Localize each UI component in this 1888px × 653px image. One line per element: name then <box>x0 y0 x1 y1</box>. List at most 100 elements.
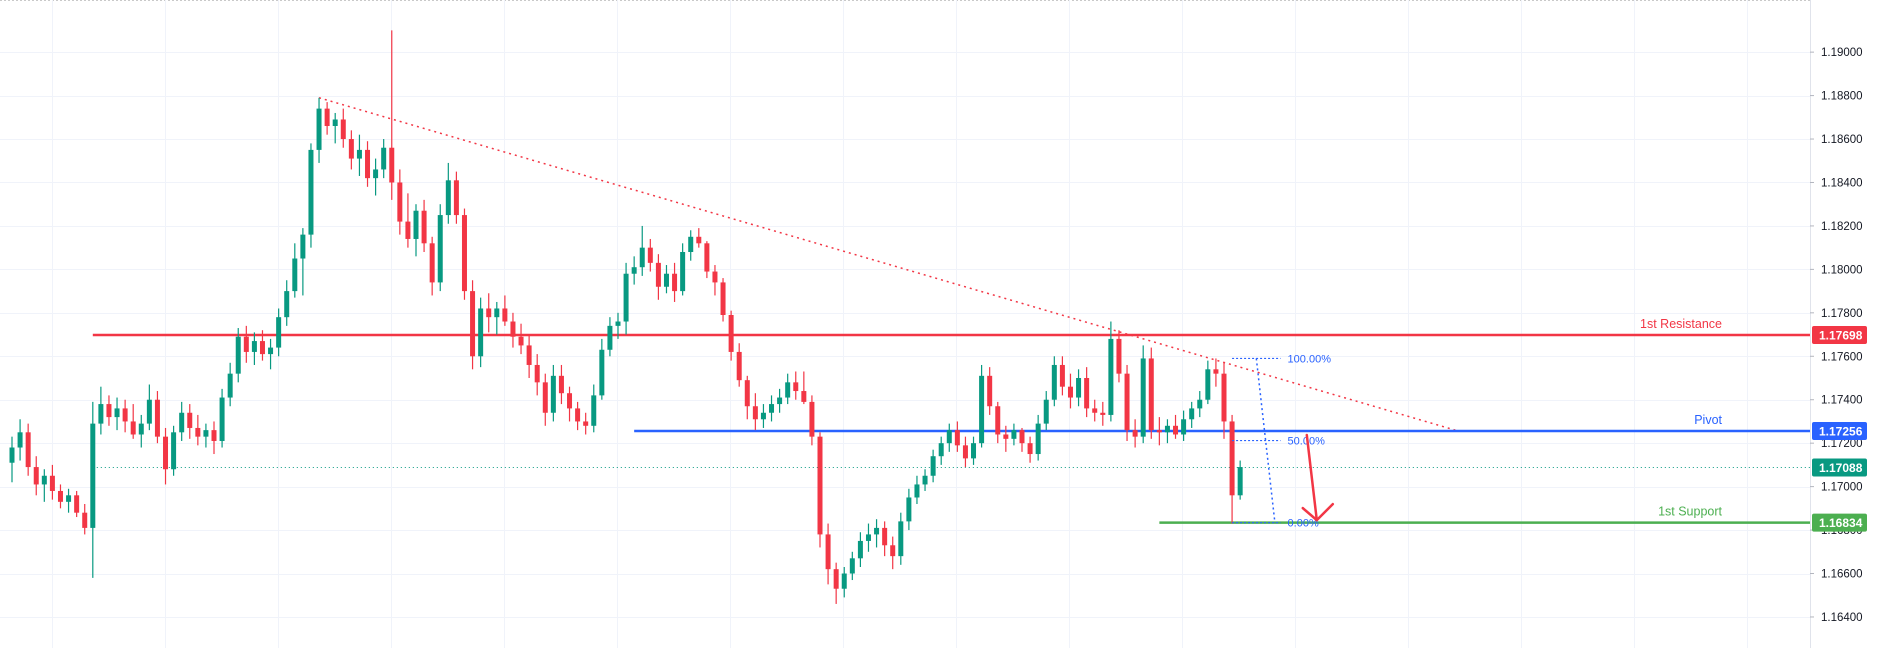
candle-body <box>1181 419 1187 435</box>
candle <box>704 241 710 279</box>
candle <box>74 490 80 518</box>
candle-body <box>938 443 944 457</box>
candle <box>1003 425 1009 452</box>
candle-body <box>348 139 354 159</box>
candle-body <box>672 273 678 292</box>
candle <box>340 108 346 148</box>
candle-body <box>728 315 734 352</box>
candle-body <box>769 404 775 413</box>
candle-body <box>882 527 888 546</box>
candle <box>300 228 306 296</box>
candle <box>1197 391 1203 418</box>
candle-body <box>340 119 346 140</box>
candle <box>470 280 476 370</box>
candle-body <box>833 569 839 589</box>
level-name-pivot: Pivot <box>1694 413 1722 427</box>
candle <box>962 436 968 468</box>
candle-body <box>639 247 645 268</box>
candle <box>478 297 484 368</box>
price-badge-pivot[interactable]: 1.17256 <box>1812 422 1867 441</box>
candle <box>187 404 193 439</box>
candle-body <box>720 282 726 315</box>
candle-body <box>413 210 419 239</box>
candle-body <box>502 308 508 322</box>
price-badge-1st-support[interactable]: 1.16834 <box>1812 513 1867 532</box>
candle <box>688 230 694 261</box>
candle <box>130 404 136 439</box>
candle <box>1132 419 1138 448</box>
candles-layer <box>9 30 1243 604</box>
candle-body <box>114 408 120 418</box>
candle-body <box>760 412 766 420</box>
candle-body <box>1051 364 1057 400</box>
candle-body <box>1237 467 1243 496</box>
candle <box>987 367 993 415</box>
candle <box>308 143 314 248</box>
candle <box>874 519 880 548</box>
level-name-1st-support: 1st Support <box>1658 505 1722 519</box>
candle-body <box>1092 408 1098 413</box>
candle-body <box>470 291 476 357</box>
candle <box>25 423 31 476</box>
candle-body <box>1140 358 1146 437</box>
level-name-1st-resistance: 1st Resistance <box>1640 317 1722 331</box>
candle-body <box>1011 430 1017 439</box>
candle-body <box>316 108 322 150</box>
candle-body <box>1164 425 1170 433</box>
candle <box>946 423 952 452</box>
candle-body <box>542 382 548 413</box>
candle <box>437 204 443 292</box>
price-badge-1st-resistance[interactable]: 1.17698 <box>1812 325 1867 344</box>
candle <box>599 338 605 400</box>
levels-layer: 1st Resistance Pivot 1st Support <box>92 317 1810 524</box>
price-tick-label: 1.18400 <box>1821 177 1863 189</box>
candle-body <box>534 364 540 383</box>
candle-body <box>138 423 144 435</box>
candle-body <box>211 430 217 441</box>
candle-body <box>971 443 977 459</box>
candle-body <box>1043 399 1049 424</box>
candle <box>526 334 532 378</box>
candle-body <box>1059 364 1065 387</box>
candle <box>534 354 540 396</box>
candle <box>1156 417 1162 446</box>
candle-body <box>623 273 629 322</box>
candle <box>1092 399 1098 422</box>
candle-body <box>1003 434 1009 439</box>
candle-body <box>41 475 47 485</box>
candle <box>154 391 160 444</box>
candle-body <box>1116 338 1122 374</box>
candle-body <box>284 291 290 318</box>
price-badge-1st-resistance-text: 1.17698 <box>1819 328 1863 342</box>
candle <box>712 265 718 296</box>
price-tick-label: 1.16600 <box>1821 569 1863 581</box>
price-axis[interactable]: 1.19000 1.18800 1.18600 1.18400 1.18200 1.180… <box>1810 0 1888 648</box>
candle-body <box>445 180 451 216</box>
candle-body <box>607 325 613 350</box>
price-badge-pivot-background <box>1812 422 1867 441</box>
price-tick-label: 1.17000 <box>1821 482 1863 494</box>
candle-body <box>74 495 80 513</box>
candle-body <box>793 382 799 392</box>
candle-body <box>373 169 379 179</box>
candle <box>922 469 928 491</box>
candle <box>494 301 500 335</box>
candle-body <box>227 373 233 398</box>
candle-body <box>906 497 912 522</box>
price-tick-label: 1.18600 <box>1821 134 1863 146</box>
candle-body <box>550 375 556 413</box>
candle <box>785 373 791 405</box>
candle-body <box>268 347 274 355</box>
price-axis-background <box>1810 0 1888 648</box>
candle <box>389 30 395 200</box>
candle <box>696 228 702 248</box>
candle <box>57 484 63 509</box>
candle-body <box>49 475 55 491</box>
candle <box>219 388 225 448</box>
candle <box>356 134 362 176</box>
candle <box>138 414 144 448</box>
price-badge-current[interactable]: 1.17088 <box>1812 458 1867 477</box>
candle <box>235 328 241 383</box>
